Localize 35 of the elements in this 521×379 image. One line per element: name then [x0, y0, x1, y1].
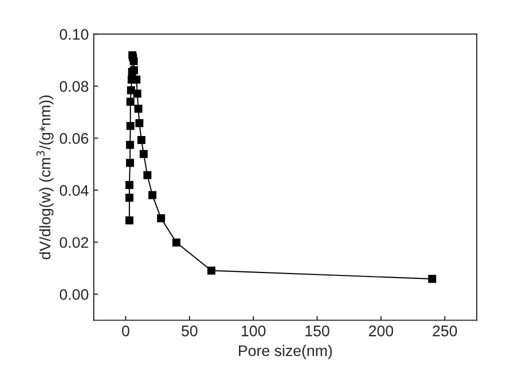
point [134, 104, 142, 113]
point [132, 76, 140, 84]
point [125, 216, 134, 224]
point [148, 191, 156, 200]
point [126, 140, 134, 149]
y-tick-label: 0.00 [60, 289, 88, 300]
point [133, 90, 142, 98]
y-tick-label: 0.10 [60, 28, 88, 40]
x-tick-label: 100 [242, 326, 266, 336]
x-tick-label: 150 [306, 326, 330, 336]
point [428, 274, 436, 283]
x-tick-label: 200 [369, 326, 394, 336]
point [137, 136, 146, 144]
point [140, 150, 148, 158]
point [126, 98, 134, 106]
point [207, 266, 216, 275]
point [126, 158, 134, 167]
x-axis-title: Pore size(nm) [238, 344, 332, 360]
point [157, 214, 166, 222]
y-tick-label: 0.06 [60, 133, 88, 144]
point [127, 86, 136, 94]
x-tick-label: 50 [182, 326, 198, 336]
point [125, 194, 134, 202]
point [125, 180, 134, 189]
y-tick-label: 0.04 [60, 185, 88, 196]
y-axis-title: dV/dlog(w) (cm$^{3}$/(g*nm)) [36, 96, 54, 260]
y-tick-label: 0.02 [60, 237, 88, 248]
x-tick-label: 250 [432, 326, 457, 336]
point [130, 57, 138, 66]
point [143, 171, 152, 180]
point [126, 122, 134, 130]
x-tick-label: 0 [122, 326, 130, 336]
point [135, 119, 144, 128]
y-tick-label: 0.08 [60, 81, 88, 92]
point [172, 238, 180, 246]
